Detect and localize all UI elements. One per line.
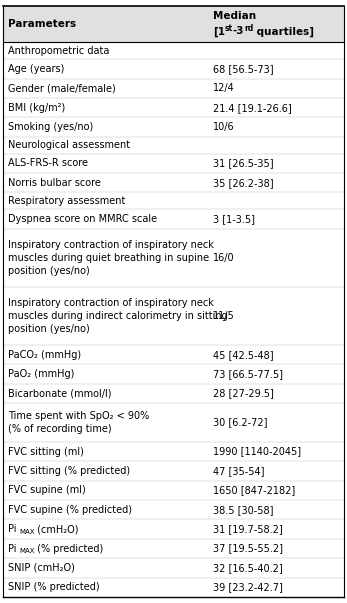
Text: 10/6: 10/6 — [213, 122, 235, 132]
Text: FVC supine (% predicted): FVC supine (% predicted) — [8, 505, 132, 515]
Text: PaCO₂ (mmHg): PaCO₂ (mmHg) — [8, 350, 81, 359]
Text: [1: [1 — [213, 27, 226, 37]
Bar — [3, 6, 344, 42]
Text: 31 [26.5-35]: 31 [26.5-35] — [213, 159, 274, 168]
Text: MAX: MAX — [19, 548, 35, 554]
Text: 73 [66.5-77.5]: 73 [66.5-77.5] — [213, 369, 283, 379]
Text: 45 [42.5-48]: 45 [42.5-48] — [213, 350, 274, 359]
Text: st: st — [225, 24, 232, 33]
Text: Time spent with SpO₂ < 90%
(% of recording time): Time spent with SpO₂ < 90% (% of recordi… — [8, 411, 149, 434]
Text: (% predicted): (% predicted) — [34, 543, 104, 554]
Text: Smoking (yes/no): Smoking (yes/no) — [8, 122, 93, 132]
Text: 1990 [1140-2045]: 1990 [1140-2045] — [213, 447, 302, 456]
Text: SNIP (% predicted): SNIP (% predicted) — [8, 582, 99, 592]
Text: 37 [19.5-55.2]: 37 [19.5-55.2] — [213, 543, 283, 554]
Text: Inspiratory contraction of inspiratory neck
muscles during quiet breathing in su: Inspiratory contraction of inspiratory n… — [8, 240, 213, 276]
Text: quartiles]: quartiles] — [253, 27, 314, 37]
Text: 11/5: 11/5 — [213, 311, 235, 321]
Text: FVC supine (ml): FVC supine (ml) — [8, 485, 85, 495]
Text: ALS-FRS-R score: ALS-FRS-R score — [8, 159, 88, 168]
Text: Pi: Pi — [8, 524, 16, 534]
Text: Bicarbonate (mmol/l): Bicarbonate (mmol/l) — [8, 388, 111, 399]
Text: Parameters: Parameters — [8, 19, 76, 29]
Text: 35 [26.2-38]: 35 [26.2-38] — [213, 178, 274, 188]
Text: Median: Median — [213, 11, 256, 21]
Text: MAX: MAX — [19, 529, 35, 535]
Text: Norris bulbar score: Norris bulbar score — [8, 178, 101, 188]
Text: 47 [35-54]: 47 [35-54] — [213, 466, 265, 476]
Text: 12/4: 12/4 — [213, 83, 235, 93]
Text: 1650 [847-2182]: 1650 [847-2182] — [213, 485, 296, 495]
Text: FVC sitting (% predicted): FVC sitting (% predicted) — [8, 466, 130, 476]
Text: PaO₂ (mmHg): PaO₂ (mmHg) — [8, 369, 74, 379]
Text: Respiratory assessment: Respiratory assessment — [8, 196, 125, 206]
Text: (cmH₂O): (cmH₂O) — [34, 524, 79, 534]
Text: Gender (male/female): Gender (male/female) — [8, 83, 116, 93]
Text: Pi: Pi — [8, 543, 16, 554]
Text: Dyspnea score on MMRC scale: Dyspnea score on MMRC scale — [8, 214, 157, 224]
Text: Inspiratory contraction of inspiratory neck
muscles during indirect calorimetry : Inspiratory contraction of inspiratory n… — [8, 298, 227, 333]
Text: Neurological assessment: Neurological assessment — [8, 140, 130, 150]
Text: BMI (kg/m²): BMI (kg/m²) — [8, 103, 65, 113]
Text: 16/0: 16/0 — [213, 253, 235, 263]
Text: 30 [6.2-72]: 30 [6.2-72] — [213, 417, 268, 428]
Text: Anthropometric data: Anthropometric data — [8, 46, 109, 55]
Text: Age (years): Age (years) — [8, 64, 64, 74]
Text: 39 [23.2-42.7]: 39 [23.2-42.7] — [213, 582, 283, 592]
Text: 68 [56.5-73]: 68 [56.5-73] — [213, 64, 274, 74]
Text: 3 [1-3.5]: 3 [1-3.5] — [213, 214, 255, 224]
Text: 21.4 [19.1-26.6]: 21.4 [19.1-26.6] — [213, 103, 292, 113]
Text: 38.5 [30-58]: 38.5 [30-58] — [213, 505, 274, 515]
Text: 28 [27-29.5]: 28 [27-29.5] — [213, 388, 274, 399]
Text: 31 [19.7-58.2]: 31 [19.7-58.2] — [213, 524, 283, 534]
Text: SNIP (cmH₂O): SNIP (cmH₂O) — [8, 563, 75, 573]
Text: 32 [16.5-40.2]: 32 [16.5-40.2] — [213, 563, 283, 573]
Text: -3: -3 — [232, 27, 244, 36]
Text: rd: rd — [245, 24, 254, 33]
Text: FVC sitting (ml): FVC sitting (ml) — [8, 447, 84, 456]
